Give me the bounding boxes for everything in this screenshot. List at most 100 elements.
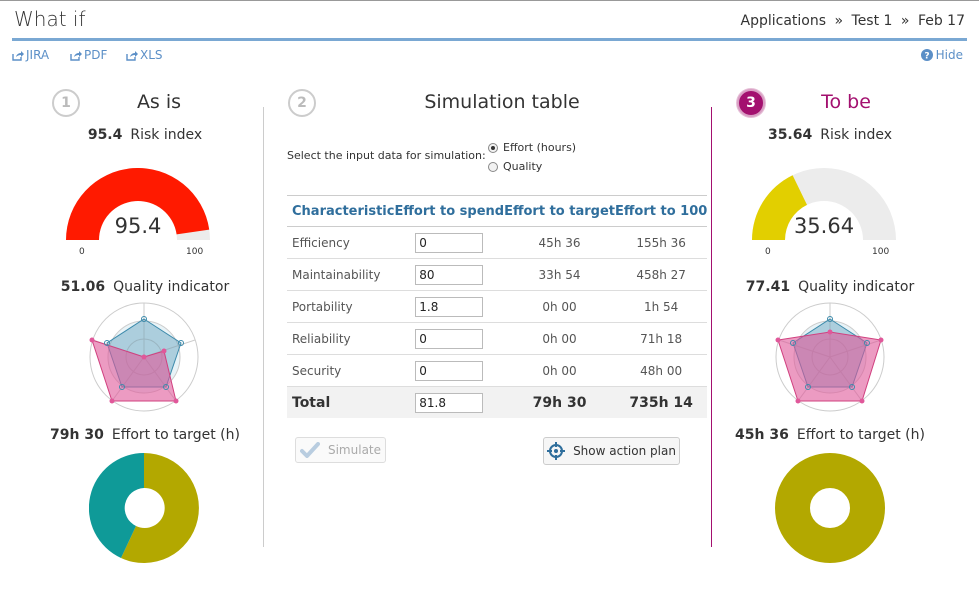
- to-be-quality-value: 77.41: [745, 279, 791, 295]
- row-spend-cell: [394, 258, 505, 291]
- total-spend-cell: [394, 386, 505, 418]
- radio-effort-hours[interactable]: Effort (hours): [488, 141, 576, 154]
- export-jira-label: JIRA: [26, 48, 50, 62]
- row-characteristic: Maintainability: [287, 258, 395, 291]
- table-row: Reliability 0h 00 71h 18: [287, 322, 708, 355]
- to-be-effort-value: 45h 36: [735, 427, 789, 443]
- total-spend-input[interactable]: [415, 392, 484, 413]
- simulation-table: Characteristic Effort to spend Effort to…: [287, 195, 708, 418]
- export-xls-label: XLS: [140, 48, 163, 62]
- top-border: [0, 0, 979, 1]
- row-spend-cell: [394, 354, 505, 387]
- to-be-quality-label: Quality indicator: [798, 279, 915, 295]
- simulation-heading: Simulation table: [424, 91, 580, 113]
- row-spend-cell: [394, 322, 505, 355]
- donut-segment-spent: [775, 453, 885, 563]
- to-be-gauge-max: 100: [872, 247, 890, 257]
- as-is-effort-value: 79h 30: [50, 427, 104, 443]
- row-target: 45h 36: [504, 226, 615, 259]
- to-be-gauge-min: 0: [765, 247, 771, 257]
- as-is-quality-label: Quality indicator: [113, 279, 230, 295]
- radio-dot-selected[interactable]: [488, 142, 498, 153]
- to-be-quality-indicator: 77.41 Quality indicator: [725, 279, 935, 295]
- row-target: 0h 00: [504, 322, 615, 355]
- export-xls-link[interactable]: XLS: [126, 48, 163, 62]
- page-title: What if: [14, 7, 86, 31]
- effort-to-spend-input[interactable]: [415, 232, 484, 253]
- row-to-100: 48h 00: [614, 354, 708, 387]
- to-be-risk-gauge: [752, 168, 896, 240]
- hide-label: Hide: [935, 48, 963, 62]
- step-number-2: 2: [288, 89, 316, 117]
- row-spend-cell: [394, 290, 505, 323]
- as-is-quality-value: 51.06: [60, 279, 106, 295]
- as-is-gauge-max: 100: [186, 247, 204, 257]
- gauge-fill: [752, 175, 807, 240]
- simulate-button[interactable]: Simulate: [295, 437, 386, 463]
- column-header-effort-to-spend: Effort to spend: [394, 195, 505, 227]
- breadcrumb-applications[interactable]: Applications: [740, 13, 827, 29]
- hide-link[interactable]: ? Hide: [920, 48, 963, 62]
- donut-segment-spent: [121, 453, 199, 563]
- radio-dot[interactable]: [488, 161, 498, 172]
- breadcrumb-test[interactable]: Test 1: [851, 13, 893, 29]
- export-jira-link[interactable]: JIRA: [12, 48, 49, 62]
- share-icon: [126, 50, 138, 61]
- breadcrumb-separator: »: [900, 13, 910, 29]
- show-action-plan-button[interactable]: Show action plan: [543, 437, 680, 465]
- row-target: 33h 54: [504, 258, 615, 291]
- as-is-effort-label: Effort to target (h): [111, 427, 240, 443]
- row-to-100: 155h 36: [614, 226, 708, 259]
- as-is-risk-index: 95.4 Risk index: [40, 127, 250, 143]
- gauge-fill: [66, 168, 210, 240]
- share-icon: [70, 50, 82, 61]
- to-be-risk-index: 35.64 Risk index: [725, 127, 935, 143]
- row-characteristic: Reliability: [287, 322, 395, 355]
- row-characteristic: Efficiency: [287, 226, 395, 259]
- svg-text:?: ?: [924, 52, 929, 62]
- row-characteristic: Portability: [287, 290, 395, 323]
- to-be-gauge-value: 35.64: [793, 214, 855, 238]
- as-is-heading: As is: [136, 91, 182, 113]
- total-target: 79h 30: [504, 386, 615, 418]
- as-is-risk-value: 95.4: [87, 127, 123, 143]
- column-header-effort-to-100: Effort to 100: [614, 195, 708, 227]
- as-is-effort: 79h 30 Effort to target (h): [40, 427, 250, 443]
- share-icon: [12, 50, 24, 61]
- column-header-characteristic: Characteristic: [287, 195, 395, 227]
- column-divider: [263, 107, 264, 547]
- row-to-100: 71h 18: [614, 322, 708, 355]
- step-number-1: 1: [52, 89, 80, 117]
- table-total-row: Total 79h 30 735h 14: [287, 386, 708, 418]
- to-be-heading: To be: [821, 91, 871, 113]
- row-to-100: 458h 27: [614, 258, 708, 291]
- row-target: 0h 00: [504, 354, 615, 387]
- effort-to-spend-input[interactable]: [415, 360, 484, 381]
- table-row: Efficiency 45h 36 155h 36: [287, 226, 708, 259]
- column-header-effort-to-target: Effort to target: [504, 195, 615, 227]
- effort-to-spend-input[interactable]: [415, 264, 484, 285]
- crosshair-icon: [547, 442, 566, 460]
- donut-segment-remaining: [89, 453, 144, 558]
- as-is-effort-donut: [89, 453, 199, 563]
- as-is-risk-label: Risk index: [130, 127, 203, 143]
- input-data-label: Select the input data for simulation:: [287, 149, 486, 162]
- to-be-effort-donut: [775, 453, 885, 563]
- step-number-3: 3: [737, 89, 765, 117]
- as-is-gauge-min: 0: [79, 247, 85, 257]
- as-is-gauge-value: 95.4: [114, 214, 162, 238]
- effort-to-spend-input[interactable]: [415, 328, 484, 349]
- breadcrumb-separator: »: [834, 13, 844, 29]
- row-spend-cell: [394, 226, 505, 259]
- export-pdf-label: PDF: [84, 48, 108, 62]
- radio-quality[interactable]: Quality: [488, 160, 542, 173]
- row-characteristic: Security: [287, 354, 395, 387]
- export-pdf-link[interactable]: PDF: [70, 48, 107, 62]
- as-is-quality-radar: [89, 302, 199, 412]
- effort-to-spend-input[interactable]: [415, 296, 484, 317]
- row-target: 0h 00: [504, 290, 615, 323]
- to-be-effort: 45h 36 Effort to target (h): [725, 427, 935, 443]
- breadcrumb: Applications » Test 1 » Feb 17: [739, 13, 968, 29]
- breadcrumb-date: Feb 17: [917, 13, 965, 29]
- simulate-label: Simulate: [327, 443, 382, 457]
